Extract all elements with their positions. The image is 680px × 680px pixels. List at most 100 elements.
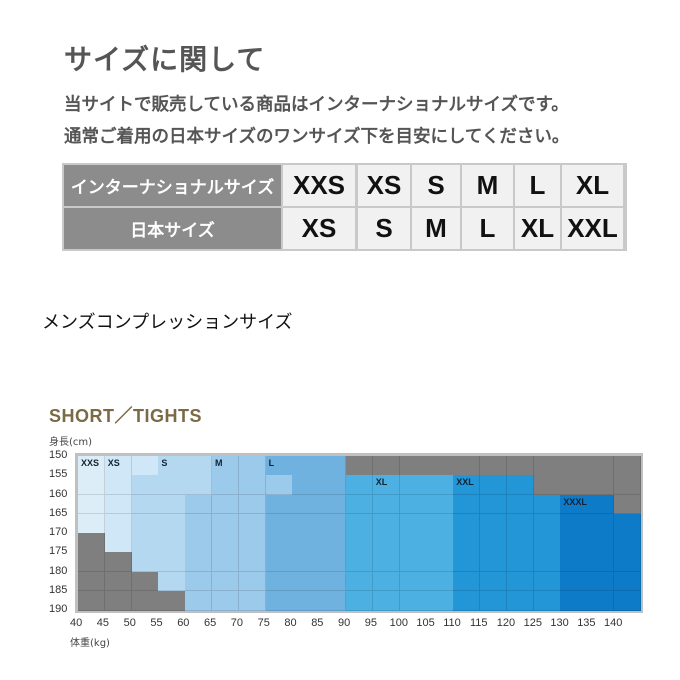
chart-cell-xxxl <box>587 590 615 611</box>
chart-cell-xxxl <box>587 494 615 515</box>
chart-cell-m <box>185 590 213 611</box>
chart-cell-xxl <box>506 571 535 592</box>
chart-cell-xl <box>399 513 427 534</box>
chart-cell-m <box>238 590 267 611</box>
chart-cell-m <box>212 533 240 553</box>
chart-cell-s <box>131 552 159 572</box>
chart-cell-xs <box>104 494 133 515</box>
chart-cell-m <box>238 571 267 592</box>
chart-cell-xl <box>372 552 401 572</box>
y-tick-label: 160 <box>49 487 68 500</box>
x-tick-label: 100 <box>389 617 408 629</box>
y-tick-label: 175 <box>49 545 68 558</box>
chart-cell-xxl <box>533 552 561 572</box>
x-tick-label: 70 <box>230 617 244 629</box>
chart-cell-xl <box>399 552 427 572</box>
chart-cell-l <box>265 513 293 534</box>
chart-cell-s <box>185 475 213 495</box>
chart-cell-none <box>614 494 642 515</box>
chart-cell-none <box>158 590 186 611</box>
table-row-header: インターナショナルサイズ <box>64 165 281 206</box>
x-tick-label: 120 <box>496 617 516 629</box>
size-label: XL <box>375 477 388 488</box>
chart-cell-m <box>212 571 240 592</box>
x-tick-label: 45 <box>96 617 110 629</box>
y-tick-label: 185 <box>49 583 68 596</box>
chart-cell-xxl <box>480 590 508 611</box>
chart-cell-xxxl <box>560 571 588 592</box>
chart-cell-l <box>265 533 293 553</box>
chart-cell-none <box>346 456 374 476</box>
chart-cell-s <box>158 533 186 553</box>
y-tick-label: 155 <box>49 468 68 481</box>
x-tick-label: 130 <box>550 617 569 629</box>
x-tick-label: 135 <box>577 617 596 629</box>
x-tick-label: 85 <box>311 617 324 629</box>
chart-cell-none <box>104 552 133 572</box>
chart-cell-xs <box>104 533 133 553</box>
y-tick-label: 165 <box>49 506 68 519</box>
chart-cell-l <box>265 552 293 572</box>
chart-cell-m <box>212 552 240 572</box>
size-cell: XXS <box>283 165 355 206</box>
chart-cell-none <box>78 571 106 592</box>
chart-cell-xxl <box>533 571 561 592</box>
chart-cell-s <box>158 513 186 534</box>
chart-cell-m <box>238 513 267 534</box>
chart-cell-xl <box>426 533 454 553</box>
x-tick-label: 40 <box>70 617 83 629</box>
chart-cell-s <box>131 533 159 553</box>
chart-cell-none <box>533 475 561 495</box>
chart-cell-m <box>185 494 213 515</box>
chart-cell-xl <box>372 533 401 553</box>
chart-cell-s <box>158 552 186 572</box>
chart-cell-xxs <box>78 494 106 515</box>
size-cell: M <box>462 165 513 206</box>
x-tick-label: 110 <box>443 617 461 629</box>
size-label: M <box>215 458 223 468</box>
chart-cell-none <box>587 456 615 476</box>
chart-cell-xxl <box>453 494 481 515</box>
chart-cell-xxl <box>453 590 481 611</box>
chart-cell-none <box>480 456 508 476</box>
chart-cell-l <box>292 590 320 611</box>
chart-cell-xxxl <box>587 513 615 534</box>
table-row-header: 日本サイズ <box>64 208 281 249</box>
x-tick-label: 65 <box>204 617 217 629</box>
chart-cell-xl <box>372 494 401 515</box>
chart-cell-xxxl <box>587 552 615 572</box>
chart-cell-s <box>131 494 159 515</box>
chart-cell-xl <box>372 590 401 611</box>
size-conversion-table: インターナショナルサイズ XXS XS S M L XL 日本サイズ XS S M L XL XXL <box>62 163 627 251</box>
chart-cell-xxl <box>506 590 535 611</box>
chart-cell-l <box>319 513 347 534</box>
size-label: XXS <box>81 458 100 468</box>
chart-cell-xxxl <box>614 533 642 553</box>
chart-cell-l <box>319 456 347 476</box>
chart-cell-xxl <box>480 571 508 592</box>
chart-cell-l <box>292 456 320 476</box>
x-tick-label: 90 <box>338 617 351 629</box>
size-cell: XL <box>562 165 623 206</box>
chart-cell-xl <box>346 513 374 534</box>
chart-cell-l <box>319 571 347 592</box>
chart-cell-l <box>265 571 293 592</box>
chart-cell-l <box>319 533 347 553</box>
size-label: L <box>268 458 275 468</box>
chart-cell-xl <box>372 513 401 534</box>
chart-cell-xs <box>131 456 159 476</box>
chart-cell-none <box>453 456 481 476</box>
chart-cell-xl <box>346 552 374 572</box>
chart-cell-xl <box>426 513 454 534</box>
y-tick-label: 180 <box>49 564 68 577</box>
chart-cell-xxxl <box>560 552 588 572</box>
chart-cell-xxxl <box>614 552 642 572</box>
chart-cell-xxs <box>78 475 106 495</box>
chart-cell-xxxl <box>560 513 588 534</box>
chart-cell-xl <box>426 494 454 515</box>
chart-cell-s <box>158 475 186 495</box>
size-cell: L <box>462 208 513 249</box>
chart-cell-l <box>292 533 320 553</box>
page-title: サイズに関して <box>64 43 266 76</box>
chart-cell-none <box>614 475 642 495</box>
